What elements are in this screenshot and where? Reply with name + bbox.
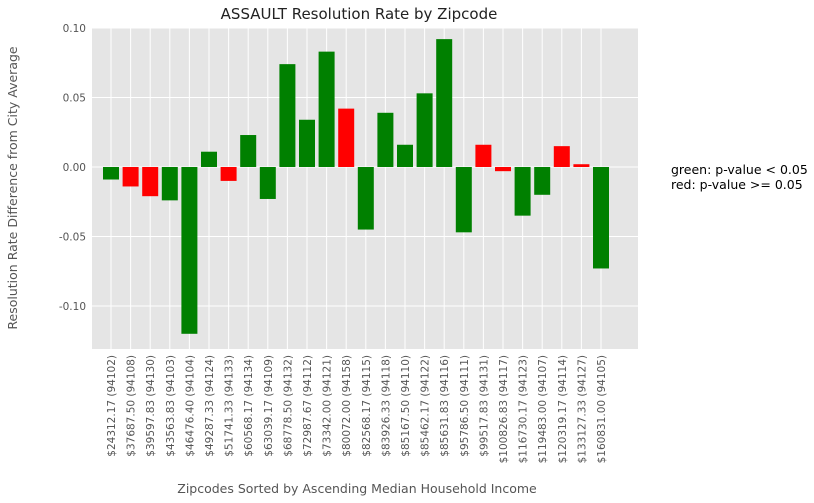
bar bbox=[103, 167, 119, 180]
x-tick-label: $95786.50 (94111) bbox=[459, 355, 471, 457]
bar bbox=[495, 167, 511, 172]
x-tick-label: $99517.83 (94131) bbox=[478, 355, 490, 457]
bar bbox=[240, 135, 257, 167]
bar bbox=[455, 167, 472, 233]
bar bbox=[201, 151, 217, 167]
x-tick-label: $49287.33 (94124) bbox=[204, 355, 216, 457]
x-tick-label: $100826.83 (94117) bbox=[498, 355, 510, 463]
bar bbox=[416, 93, 433, 167]
bar bbox=[514, 167, 531, 216]
bars bbox=[103, 39, 609, 334]
x-tick-label: $24312.17 (94102) bbox=[106, 355, 118, 457]
bar bbox=[436, 39, 453, 168]
chart-title: ASSAULT Resolution Rate by Zipcode bbox=[221, 5, 498, 23]
x-tick-label: $85462.17 (94122) bbox=[420, 355, 432, 457]
x-tick-label: $37687.50 (94108) bbox=[126, 355, 138, 457]
legend-green-note: green: p-value < 0.05 bbox=[671, 162, 808, 177]
bar bbox=[318, 51, 335, 167]
y-tick-label: 0.05 bbox=[63, 93, 86, 105]
x-tick-label: $120319.17 (94114) bbox=[557, 355, 569, 463]
bar bbox=[338, 108, 355, 167]
y-tick-label: -0.10 bbox=[59, 301, 86, 313]
x-tick-label: $60568.17 (94134) bbox=[243, 355, 255, 457]
bar bbox=[142, 167, 159, 197]
bar bbox=[534, 167, 551, 195]
bar bbox=[377, 112, 394, 167]
x-tick-label: $51741.33 (94133) bbox=[224, 355, 236, 457]
x-tick-label: $72987.67 (94112) bbox=[302, 355, 314, 457]
bar bbox=[573, 164, 590, 167]
bar bbox=[357, 167, 374, 230]
x-tick-label: $116730.17 (94123) bbox=[518, 355, 530, 463]
bar bbox=[553, 146, 570, 167]
x-tick-label: $85167.50 (94110) bbox=[400, 355, 412, 457]
bar bbox=[279, 64, 296, 167]
bar bbox=[299, 119, 315, 167]
y-axis-label: Resolution Rate Difference from City Ave… bbox=[5, 46, 20, 330]
x-axis-ticks: $24312.17 (94102) $37687.50 (94108) $39597… bbox=[106, 355, 608, 463]
bar bbox=[397, 144, 413, 167]
x-tick-label: $43563.83 (94103) bbox=[165, 355, 177, 457]
x-tick-label: $39597.83 (94130) bbox=[145, 355, 157, 457]
y-axis-ticks: 0.10 0.05 0.00 -0.05 -0.10 bbox=[59, 23, 86, 313]
x-tick-label: $82568.17 (94115) bbox=[361, 355, 373, 457]
bar bbox=[593, 167, 609, 269]
bar bbox=[122, 167, 139, 187]
y-tick-label: 0.00 bbox=[63, 162, 86, 174]
x-tick-label: $160831.00 (94105) bbox=[596, 355, 608, 463]
x-tick-label: $133127.33 (94127) bbox=[576, 355, 588, 463]
y-tick-label: -0.05 bbox=[59, 232, 86, 244]
x-tick-label: $68778.50 (94132) bbox=[282, 355, 294, 457]
x-tick-label: $46476.40 (94104) bbox=[184, 355, 196, 457]
x-tick-label: $63039.17 (94109) bbox=[263, 355, 275, 457]
y-tick-label: 0.10 bbox=[63, 23, 86, 35]
bar bbox=[475, 144, 492, 167]
x-axis-label: Zipcodes Sorted by Ascending Median Hous… bbox=[177, 481, 537, 496]
x-tick-label: $80072.00 (94158) bbox=[341, 355, 353, 457]
x-tick-label: $85631.83 (94116) bbox=[439, 355, 451, 457]
x-tick-label: $73342.00 (94121) bbox=[322, 355, 334, 457]
bar bbox=[220, 167, 237, 181]
x-tick-label: $119483.00 (94107) bbox=[537, 355, 549, 463]
bar bbox=[181, 167, 198, 334]
bar bbox=[259, 167, 276, 199]
x-tick-label: $83926.33 (94118) bbox=[380, 355, 392, 457]
bar bbox=[161, 167, 178, 201]
legend-red-note: red: p-value >= 0.05 bbox=[671, 177, 803, 192]
